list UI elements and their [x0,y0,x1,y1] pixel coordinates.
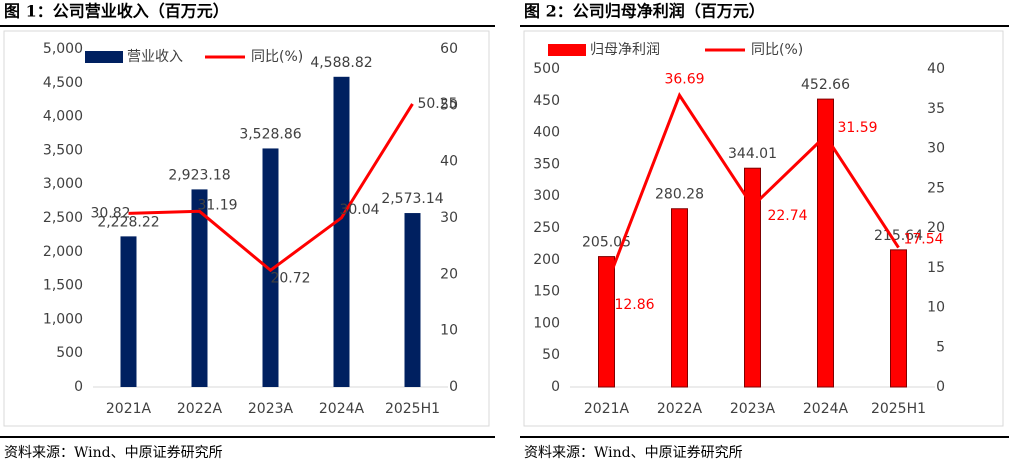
x-tick-label: 2021A [584,401,630,417]
x-tick-label: 2021A [106,401,152,417]
line-value-label: 12.86 [614,297,654,313]
y-tick-label: 350 [533,156,560,172]
y-tick-label: 200 [533,252,560,268]
bar [262,148,279,387]
y-tick-label: 450 [533,93,560,109]
line-value-label: 36.69 [664,71,704,87]
y-tick-label: 500 [533,61,560,77]
y2-tick-label: 60 [440,41,458,57]
line [605,92,900,286]
y2-tick-label: 15 [927,260,945,276]
y-tick-label: 100 [533,315,560,331]
bar [120,236,137,387]
line-value-label: 17.54 [903,232,943,248]
x-tick-label: 2024A [803,401,849,417]
line-value-label: 30.04 [339,202,379,218]
line-value-label: 20.72 [270,270,310,286]
bar [890,249,907,388]
bar-value-label: 215.64 [874,228,923,244]
y2-tick-label: 20 [440,266,458,282]
bar-value-label: 3,528.86 [239,126,301,142]
y2-tick-label: 40 [440,154,458,170]
x-tick-label: 2023A [730,401,776,417]
y-tick-label: 50 [542,347,560,363]
legend-label: 营业收入 [127,49,183,65]
y2-tick-label: 50 [440,97,458,113]
y-tick-label: 2,500 [43,210,83,226]
bar [744,167,761,388]
y-tick-label: 4,500 [43,75,83,91]
y-tick-label: 5,000 [43,41,83,57]
y2-tick-label: 30 [440,210,458,226]
source: 资料来源：Wind、中原证券研究所 [524,445,743,461]
y2-tick-label: 20 [927,220,945,236]
y-tick-label: 1,500 [43,278,83,294]
bar [671,208,688,388]
y2-tick-label: 5 [936,339,945,355]
bar-value-label: 205.05 [582,235,631,251]
bar [598,256,615,388]
bar-value-label: 2,228.22 [97,214,159,230]
legend-label: 归母净利润 [590,41,660,58]
line-value-label: 31.19 [197,197,237,213]
bar-value-label: 2,573.14 [381,191,443,207]
legend-label: 同比(%) [251,49,303,65]
y2-tick-label: 40 [927,61,945,77]
y2-tick-label: 0 [449,379,458,395]
line-value-label: 50.25 [417,96,457,112]
chart-title: 图 1：公司营业收入（百万元） [4,2,229,21]
y-tick-label: 4,000 [43,109,83,125]
y-tick-label: 3,000 [43,176,83,192]
y-tick-label: 150 [533,284,560,300]
line-value-label: 31.59 [837,120,877,136]
chart-title: 图 2：公司归母净利润（百万元） [524,2,765,21]
x-tick-label: 2024A [319,401,365,417]
line-value-label: 30.82 [90,205,130,221]
x-tick-label: 2022A [177,401,223,417]
bar-value-label: 2,923.18 [168,167,230,183]
line-value-label: 22.74 [767,208,807,224]
legend-label: 同比(%) [751,42,803,58]
y-tick-label: 500 [56,345,83,361]
bar-value-label: 344.01 [728,146,777,162]
y2-tick-label: 0 [936,379,945,395]
x-tick-label: 2023A [248,401,294,417]
bar [817,98,834,388]
y-tick-label: 3,500 [43,142,83,158]
y-tick-label: 0 [74,379,83,395]
chart-frame [3,30,490,427]
chart-frame [523,30,1004,427]
bar-value-label: 452.66 [801,77,850,93]
y-tick-label: 250 [533,220,560,236]
x-tick-label: 2025H1 [385,401,440,417]
bar-value-label: 280.28 [655,187,704,203]
y-tick-label: 2,000 [43,244,83,260]
bar [333,76,350,387]
x-tick-label: 2022A [657,401,703,417]
y2-tick-label: 30 [927,141,945,157]
y2-tick-label: 10 [927,300,945,316]
y2-tick-label: 35 [927,101,945,117]
y-tick-label: 0 [551,379,560,395]
y2-tick-label: 10 [440,323,458,339]
bar [191,189,208,387]
bar [404,213,421,387]
bar-value-label: 4,588.82 [310,55,372,71]
legend-swatch [85,51,123,63]
legend-swatch [548,44,586,56]
y-tick-label: 400 [533,125,560,141]
y-tick-label: 1,000 [43,311,83,327]
y2-tick-label: 25 [927,180,945,196]
source: 资料来源：Wind、中原证券研究所 [4,445,223,461]
line [128,103,414,273]
y-tick-label: 300 [533,188,560,204]
x-tick-label: 2025H1 [871,401,926,417]
